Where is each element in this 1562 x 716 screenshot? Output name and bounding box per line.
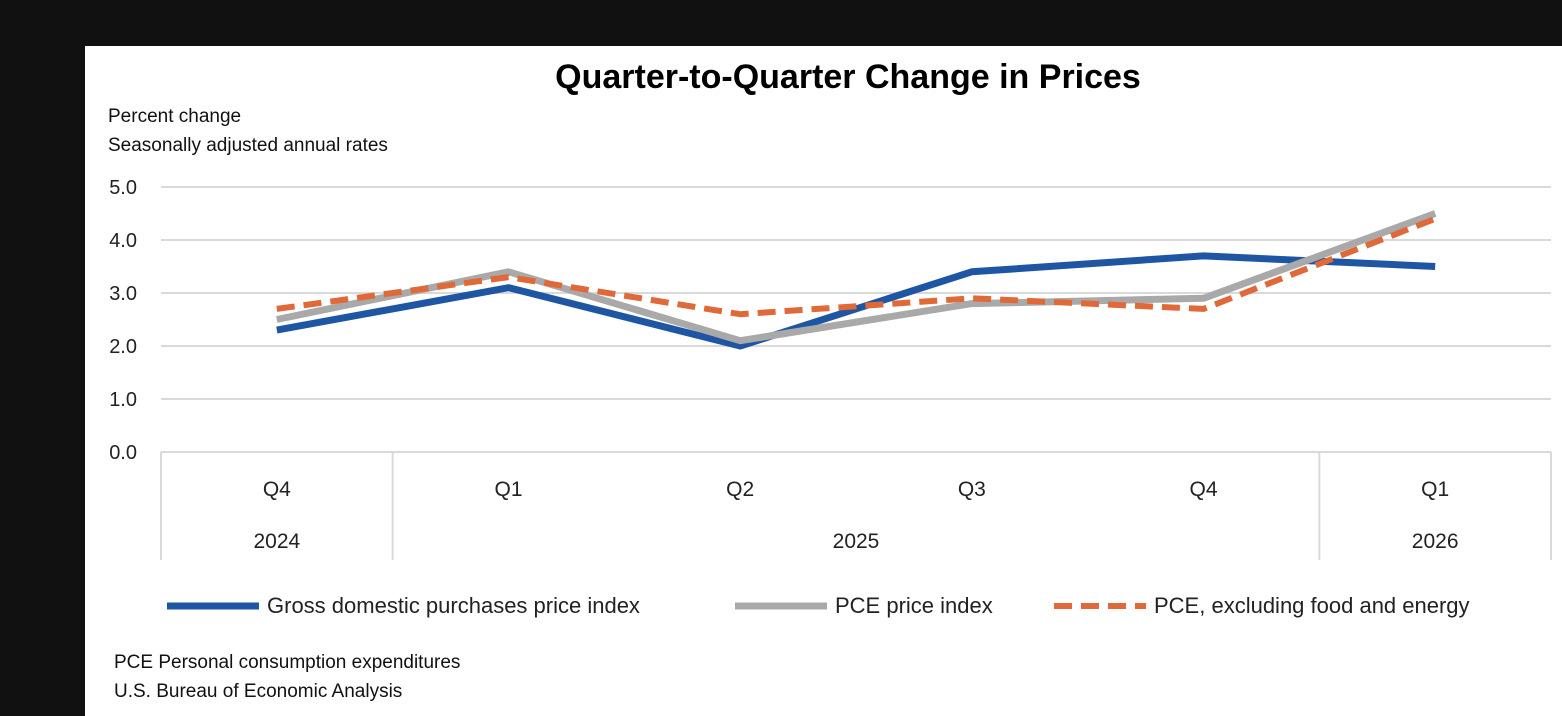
data-point xyxy=(968,295,975,302)
data-point xyxy=(273,327,280,334)
y-tick-label: 5.0 xyxy=(109,177,137,199)
legend: Gross domestic purchases price index PCE … xyxy=(167,593,1470,618)
footnote-2: U.S. Bureau of Economic Analysis xyxy=(114,681,402,702)
legend-label: PCE price index xyxy=(835,593,993,618)
x-axis: Q4 Q1 Q2 Q3 Q4 Q1 2024 2025 2026 xyxy=(160,452,1552,560)
data-point xyxy=(1200,295,1207,302)
data-point xyxy=(1432,263,1439,270)
x-tick-label: Q3 xyxy=(958,478,986,501)
chart-svg: Quarter-to-Quarter Change in Prices Perc… xyxy=(108,58,1552,702)
y-tick-label: 1.0 xyxy=(109,389,137,411)
series-line xyxy=(276,210,1437,345)
x-tick-label: Q1 xyxy=(1421,478,1449,501)
data-point xyxy=(968,268,975,275)
data-point xyxy=(273,305,280,312)
series-line xyxy=(276,252,1436,350)
x-year-label: 2026 xyxy=(1412,530,1459,553)
y-axis: 0.0 1.0 2.0 3.0 4.0 5.0 xyxy=(109,177,137,464)
chart-panel: Quarter-to-Quarter Change in Prices Perc… xyxy=(85,46,1562,716)
data-point xyxy=(273,316,280,323)
data-point xyxy=(505,274,512,281)
x-tick-label: Q1 xyxy=(494,478,522,501)
y-tick-label: 4.0 xyxy=(109,230,137,252)
x-tick-label: Q4 xyxy=(263,478,291,501)
data-point xyxy=(737,311,744,318)
x-tick-label: Q4 xyxy=(1189,478,1217,501)
x-year-label: 2024 xyxy=(253,530,300,553)
data-point xyxy=(737,337,744,344)
series-line xyxy=(276,216,1437,318)
legend-label: PCE, excluding food and energy xyxy=(1154,593,1470,618)
chart-subtitle-line-1: Percent change xyxy=(108,106,241,127)
x-tick-label: Q2 xyxy=(726,478,754,501)
y-tick-label: 0.0 xyxy=(109,442,137,464)
data-point xyxy=(1432,215,1439,222)
data-point xyxy=(1200,252,1207,259)
plot-area xyxy=(273,210,1439,350)
footnote-1: PCE Personal consumption expenditures xyxy=(114,652,460,673)
data-point xyxy=(505,284,512,291)
y-tick-label: 3.0 xyxy=(109,283,137,305)
legend-label: Gross domestic purchases price index xyxy=(267,593,640,618)
y-tick-label: 2.0 xyxy=(109,336,137,358)
chart-subtitle-line-2: Seasonally adjusted annual rates xyxy=(108,135,388,156)
x-year-label: 2025 xyxy=(833,530,880,553)
chart-title: Quarter-to-Quarter Change in Prices xyxy=(555,58,1141,96)
data-point xyxy=(1200,305,1207,312)
